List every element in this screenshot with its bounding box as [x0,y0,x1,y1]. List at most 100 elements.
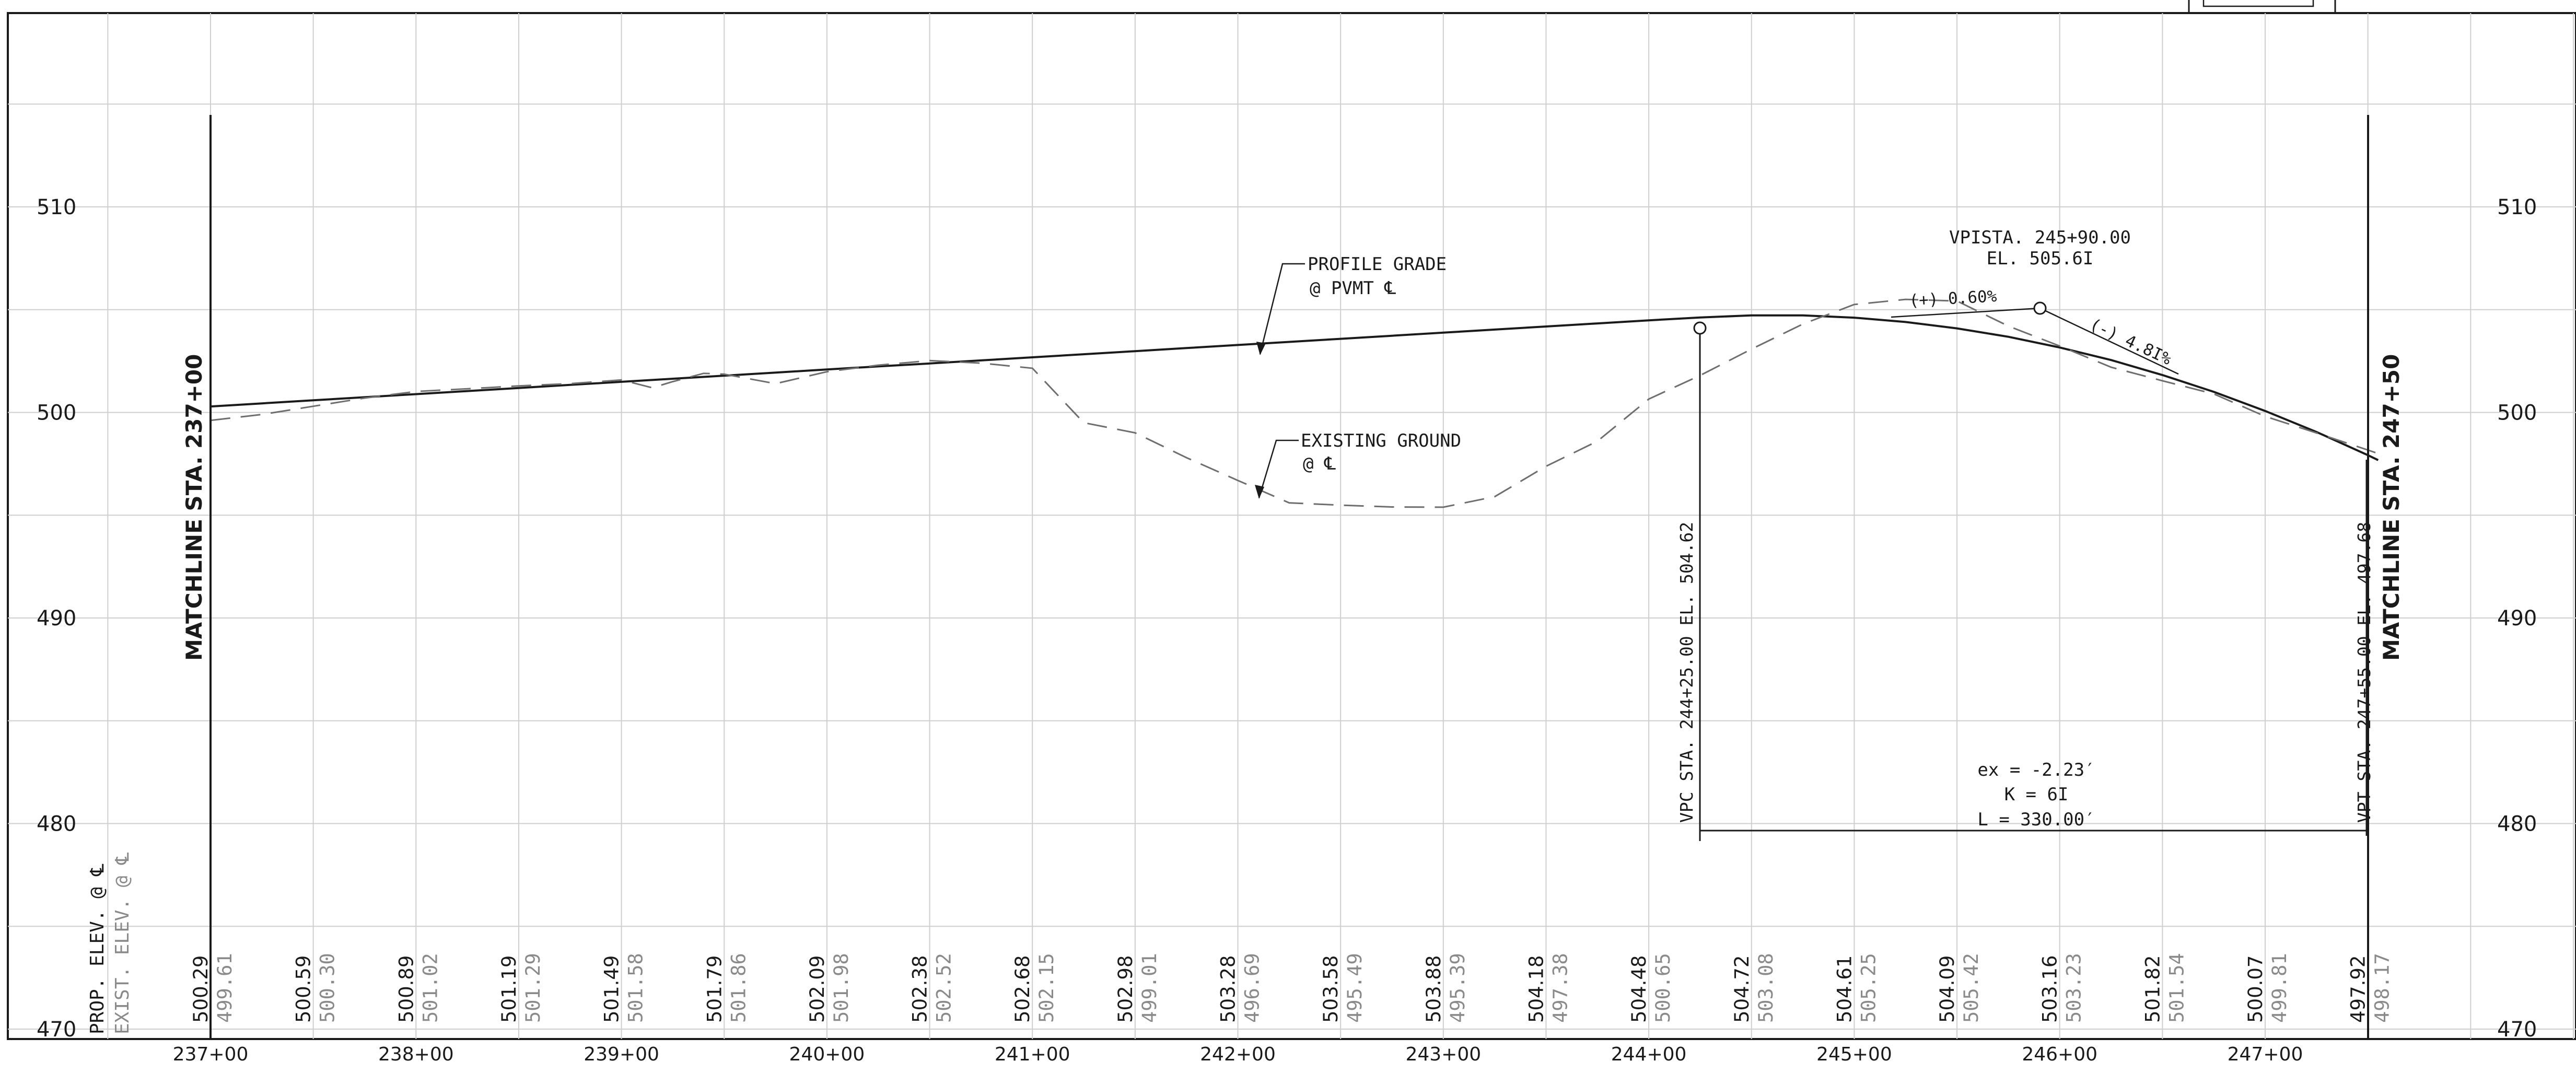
prop-elevation-value: 504.09 [1936,955,1959,1023]
prop-elevation-value: 501.79 [703,955,726,1023]
existing-ground-sublabel: @ ℄ [1303,453,1336,474]
station-label: 247+00 [2228,1044,2303,1065]
station-label: 243+00 [1405,1044,1481,1065]
vpt-label: VPT STA. 247+55.00 EL. 497.68 [2354,522,2374,823]
elevation-label-right: 500 [2497,401,2537,425]
profile-grade-leader [1259,263,1305,355]
exist-elevation-value: 496.69 [1241,953,1264,1023]
exist-elevation-value: 503.08 [1755,953,1777,1023]
profile-grade-label: PROFILE GRADE [1308,254,1447,275]
prop-elevation-value: 500.07 [2244,955,2267,1023]
profile-grade-arrow [1256,342,1266,355]
prop-elevation-value: 500.59 [293,955,315,1023]
prop-elevation-value: 504.18 [1525,955,1547,1023]
station-label: 237+00 [173,1044,249,1065]
exist-elevation-value: 498.17 [2371,953,2394,1023]
exist-elevation-value: 501.58 [625,953,647,1023]
exist-elevation-value: 495.39 [1447,953,1469,1023]
tangent-out [2039,307,2179,375]
station-label: 244+00 [1611,1044,1687,1065]
grade-out-label: (-) 4.8I% [2087,315,2175,369]
profile-grade-line [210,314,2379,461]
prop-elevation-value: 501.49 [601,955,623,1023]
elevation-label-right: 490 [2497,606,2537,631]
profile-lines [210,298,2379,508]
curve-ex: ex = -2.23′ [1977,760,2095,780]
prop-elevation-value: 500.89 [395,955,417,1023]
curve-k: K = 6I [2004,784,2069,805]
exist-elevation-value: 495.49 [1344,953,1366,1023]
tangent-in [1891,307,2041,318]
exist-elevation-value: 499.61 [214,953,236,1023]
elevation-label-left: 510 [37,195,76,219]
exist-elev-label: EXIST. ELEV. @ ℄ [112,853,133,1034]
prop-elevation-value: 504.72 [1731,955,1753,1023]
exist-elevation-value: 503.23 [2063,953,2085,1023]
prop-elevation-value: 503.28 [1217,955,1240,1023]
prop-elevation-value: 503.58 [1320,955,1342,1023]
elevation-label-left: 480 [37,812,76,836]
vpc-label: VPC STA. 244+25.00 EL. 504.62 [1676,522,1697,823]
elevation-label-left: 470 [37,1018,76,1042]
elevation-label-left: 490 [37,606,76,631]
prop-elevation-value: 503.16 [2039,955,2061,1023]
profile-grade-sublabel: @ PVMT ℄ [1310,278,1396,299]
existing-ground-label: EXISTING GROUND [1301,430,1461,451]
elevation-label-right: 510 [2497,195,2537,219]
exist-elevation-value: 500.65 [1652,953,1674,1023]
prop-elevation-value: 503.88 [1423,955,1445,1023]
title-block-box [2202,0,2314,7]
station-label: 245+00 [1816,1044,1892,1065]
vpc-point [1693,321,1707,335]
prop-elevation-value: 504.61 [1833,955,1856,1023]
grid [8,13,2576,1039]
exist-elevation-value: 502.15 [1035,953,1058,1023]
exist-elevation-value: 501.98 [830,953,853,1023]
exist-elevation-value: 500.30 [317,953,339,1023]
prop-elev-label: PROP. ELEV. @ ℄ [87,864,108,1034]
station-label: 240+00 [789,1044,865,1065]
station-label: 239+00 [584,1044,659,1065]
prop-elevation-value: 501.82 [2141,955,2164,1023]
station-label: 246+00 [2022,1044,2097,1065]
existing-ground-line [210,298,2379,508]
station-label: 241+00 [995,1044,1070,1065]
prop-elevation-value: 501.19 [498,955,520,1023]
matchline-right-label: MATCHLINE STA. 247+50 [2379,354,2404,661]
axis-labels: 510 500 490 480 470 510 500 490 480 470 237+00 238+… [37,195,2537,1065]
prop-elevation-value: 502.09 [806,955,829,1023]
elevation-label-right: 470 [2497,1018,2537,1042]
exist-elevation-value: 501.86 [727,953,750,1023]
exist-elevation-value: 501.02 [419,953,441,1023]
prop-elevation-value: 502.38 [909,955,931,1023]
matchline-left-label: MATCHLINE STA. 237+00 [181,354,207,661]
curve-l: L = 330.00′ [1977,809,2095,830]
plot-border [7,12,2576,1040]
elevation-columns: 500.29 499.61 500.59 500.30 500.89 501.02 501.… [190,953,2394,1023]
exist-elevation-value: 499.81 [2268,953,2291,1023]
existing-ground-arrow [1255,485,1264,499]
station-label: 242+00 [1200,1044,1276,1065]
exist-elevation-value: 501.29 [522,953,544,1023]
vpi-point [2033,301,2047,315]
prop-elevation-value: 504.48 [1628,955,1650,1023]
existing-ground-leader [1258,439,1299,498]
elevation-label-left: 500 [37,401,76,425]
prop-elevation-value: 502.68 [1011,955,1034,1023]
prop-elevation-value: 502.98 [1114,955,1137,1023]
exist-elevation-value: 499.01 [1138,953,1161,1023]
prop-elevation-value: 497.92 [2347,955,2370,1023]
vpi-elevation: EL. 505.6I [1987,248,2094,269]
grade-in-label: (+) 0.60% [1909,287,1998,310]
exist-elevation-value: 497.38 [1549,953,1571,1023]
prop-elevation-value: 500.29 [190,955,212,1023]
exist-elevation-value: 505.25 [1857,953,1880,1023]
exist-elevation-value: 505.42 [1960,953,1983,1023]
exist-elevation-value: 501.54 [2165,953,2188,1023]
elevation-label-right: 480 [2497,812,2537,836]
vpi-station: VPISTA. 245+90.00 [1949,227,2131,248]
exist-elevation-value: 502.52 [933,953,955,1023]
station-label: 238+00 [378,1044,454,1065]
